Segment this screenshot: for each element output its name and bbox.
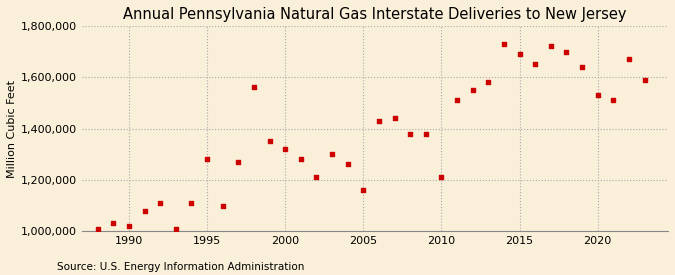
Point <box>639 78 650 82</box>
Point <box>421 131 431 136</box>
Point <box>202 157 213 161</box>
Point <box>483 80 493 84</box>
Point <box>296 157 306 161</box>
Point <box>327 152 338 156</box>
Point <box>499 42 510 46</box>
Point <box>186 201 197 205</box>
Title: Annual Pennsylvania Natural Gas Interstate Deliveries to New Jersey: Annual Pennsylvania Natural Gas Intersta… <box>124 7 627 22</box>
Point <box>608 98 619 103</box>
Point <box>280 147 291 151</box>
Point <box>593 93 603 97</box>
Point <box>452 98 462 103</box>
Point <box>436 175 447 180</box>
Point <box>342 162 353 167</box>
Point <box>545 44 556 49</box>
Point <box>311 175 322 180</box>
Point <box>405 131 416 136</box>
Point <box>576 65 587 69</box>
Point <box>624 57 634 61</box>
Point <box>264 139 275 144</box>
Point <box>124 224 134 228</box>
Point <box>358 188 369 192</box>
Point <box>171 226 182 231</box>
Point <box>217 203 228 208</box>
Point <box>233 160 244 164</box>
Point <box>530 62 541 67</box>
Y-axis label: Million Cubic Feet: Million Cubic Feet <box>7 79 17 178</box>
Point <box>373 119 384 123</box>
Text: Source: U.S. Energy Information Administration: Source: U.S. Energy Information Administ… <box>57 262 304 272</box>
Point <box>139 208 150 213</box>
Point <box>108 221 119 226</box>
Point <box>248 85 259 90</box>
Point <box>389 116 400 120</box>
Point <box>155 201 165 205</box>
Point <box>92 226 103 231</box>
Point <box>561 49 572 54</box>
Point <box>514 52 525 56</box>
Point <box>467 88 478 92</box>
